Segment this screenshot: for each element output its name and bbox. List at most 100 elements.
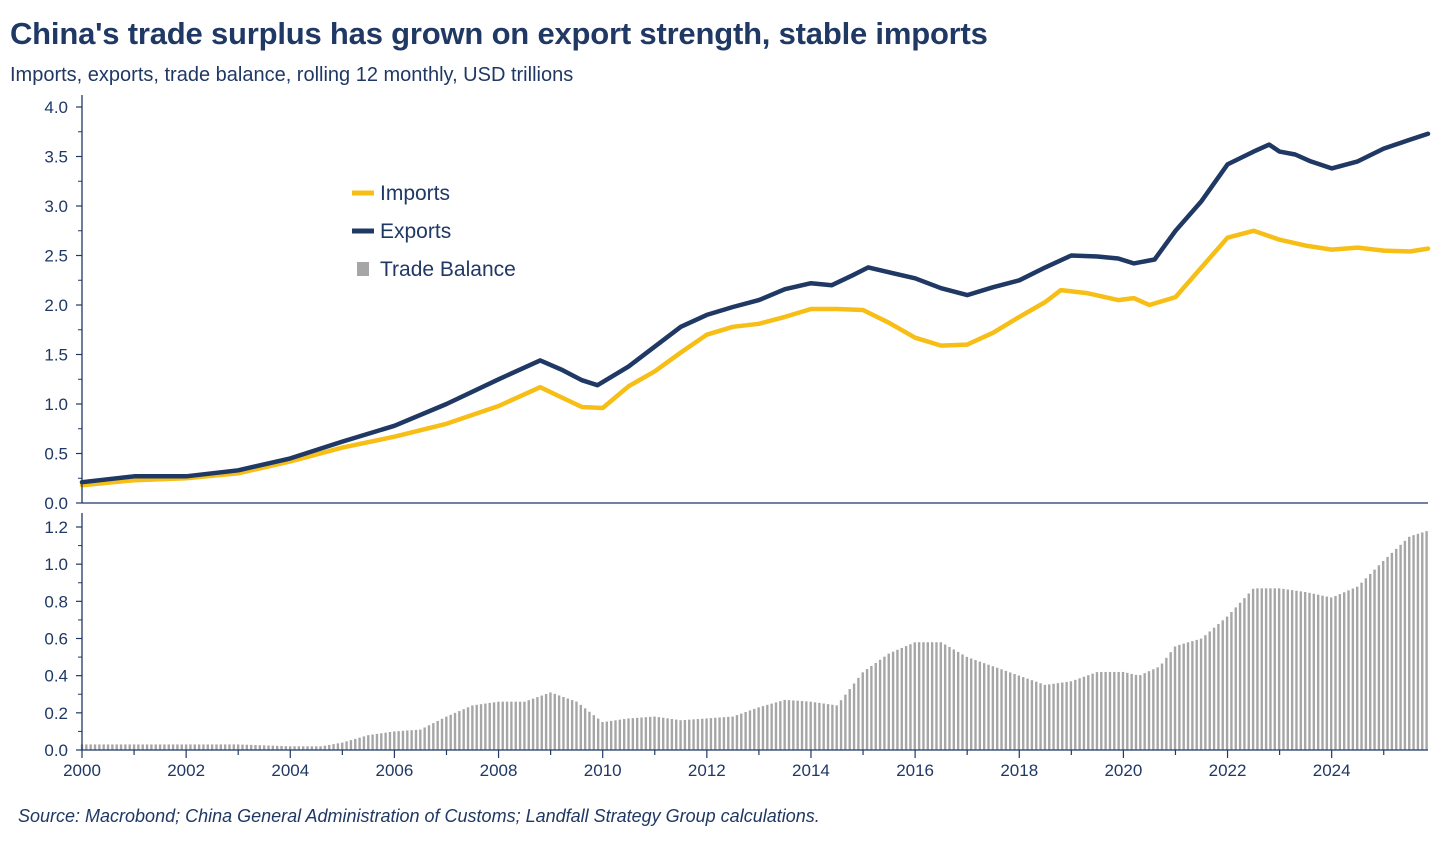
trade-balance-bar [323, 745, 327, 750]
trade-balance-bar [544, 694, 548, 750]
axes: 0.0 0.5 1.0 1.5 2.0 2.5 3.0 3.5 4.0 0.0 0.2 0.4 0.6 0… [44, 95, 1428, 780]
trade-balance-bar [280, 745, 283, 750]
trade-balance-bar [761, 706, 765, 750]
trade-balance-bar [1295, 590, 1298, 750]
upper-y-tick-label: 1.5 [44, 346, 68, 365]
upper-y-tick-label: 4.0 [44, 98, 68, 117]
trade-balance-bar [1238, 602, 1242, 750]
trade-balance-bar [987, 664, 990, 750]
trade-balance-bar [132, 744, 136, 750]
trade-balance-bar [180, 744, 183, 750]
trade-balance-bar [926, 642, 929, 750]
trade-balance-bar [631, 718, 635, 750]
trade-balance-bar [1039, 683, 1042, 750]
trade-balance-bar [909, 644, 912, 750]
trade-balance-bar [1373, 569, 1376, 750]
trade-balance-bar [328, 744, 331, 750]
trade-balance-bar [952, 649, 956, 750]
trade-balance-bar [596, 718, 600, 750]
trade-balance-bar [1421, 532, 1424, 750]
trade-balance-bar [1182, 643, 1185, 750]
trade-balance-bar [1225, 616, 1229, 750]
lower-y-tick-label: 0.4 [44, 667, 68, 686]
trade-balance-bar [692, 719, 695, 750]
trade-balance-bar [406, 730, 409, 750]
trade-balance-bar [575, 701, 578, 750]
trade-balance-bar [1104, 671, 1107, 750]
legend-imports-label: Imports [380, 182, 450, 205]
trade-balance-bar [1195, 639, 1198, 750]
trade-balance-bar [297, 746, 301, 750]
trade-balance-bar [887, 653, 890, 750]
trade-balance-bar [562, 696, 565, 750]
trade-balance-bar [675, 719, 678, 750]
trade-balance-bar [696, 719, 700, 750]
trade-balance-bar [479, 704, 483, 750]
trade-balance-bar [388, 732, 392, 750]
trade-balance-bar [167, 744, 170, 750]
trade-balance-bar [1152, 669, 1155, 750]
trade-balance-bar [913, 642, 916, 750]
trade-balance-bar [618, 719, 622, 750]
trade-balance-bar [1022, 677, 1025, 750]
trade-balance-bar [319, 746, 322, 750]
trade-balance-bar [445, 716, 448, 750]
trade-balance-bar [891, 651, 895, 750]
trade-balance-bar [1147, 671, 1151, 750]
trade-balance-bar [171, 744, 175, 750]
trade-balance-bar [1017, 675, 1021, 750]
trade-balance-bar [735, 715, 739, 750]
legend: Imports Exports Trade Balance [352, 182, 516, 281]
x-tick-label: 2024 [1313, 761, 1351, 780]
trade-balance-bar [1048, 684, 1051, 750]
trade-balance-bar [1013, 673, 1016, 750]
trade-balance-bar [527, 700, 530, 750]
trade-balance-bar [488, 702, 491, 750]
trade-balance-bar [896, 649, 899, 750]
trade-balance-bar [1408, 536, 1411, 750]
trade-balance-bar [874, 662, 877, 750]
trade-balance-bar [1156, 667, 1159, 750]
x-tick-label: 2008 [480, 761, 518, 780]
trade-balance-bar [1056, 683, 1060, 750]
legend-balance-label: Trade Balance [380, 258, 516, 281]
trade-balance-bar [275, 745, 279, 750]
x-tick-label: 2010 [584, 761, 622, 780]
trade-balance-bar [1126, 672, 1129, 750]
trade-balance-bar [518, 701, 522, 750]
trade-balance-bar [601, 721, 604, 750]
chart-title: China's trade surplus has grown on expor… [10, 16, 988, 51]
trade-balance-bar [1329, 597, 1333, 750]
trade-balance-bar [1160, 663, 1164, 750]
trade-balance-bar [89, 744, 92, 750]
trade-balance-bar [375, 733, 379, 750]
trade-balance-bar [787, 700, 791, 750]
trade-balance-bar [640, 717, 643, 750]
trade-balance-bar [189, 744, 192, 750]
trade-balance-bar [1390, 552, 1394, 750]
trade-balance-bar [792, 700, 795, 750]
trade-balance-bar [1052, 683, 1055, 750]
trade-balance-bar [215, 744, 218, 750]
trade-balance-bar [115, 744, 118, 750]
trade-balance-bar [1230, 612, 1233, 750]
trade-balance-bar [1277, 588, 1281, 750]
trade-balance-bar [1113, 671, 1116, 750]
trade-balance-bar [1243, 598, 1246, 750]
trade-balance-bar [774, 702, 778, 750]
trade-balance-bar [302, 746, 305, 750]
trade-balance-bar [536, 697, 539, 750]
trade-balance-bar [1165, 657, 1168, 750]
trade-balance-bar [1312, 593, 1316, 750]
trade-balance-bar [492, 702, 496, 750]
trade-balance-bar [145, 744, 149, 750]
x-tick-label: 2022 [1209, 761, 1247, 780]
trade-balance-bar [419, 729, 422, 750]
trade-balance-bar [839, 700, 843, 750]
trade-balance-bar [770, 703, 773, 750]
trade-balance-bar [293, 746, 296, 750]
trade-balance-bar [579, 704, 582, 750]
trade-balance-bar [1347, 590, 1350, 750]
trade-balance-bar [943, 644, 947, 750]
trade-balance-bar [193, 744, 196, 750]
